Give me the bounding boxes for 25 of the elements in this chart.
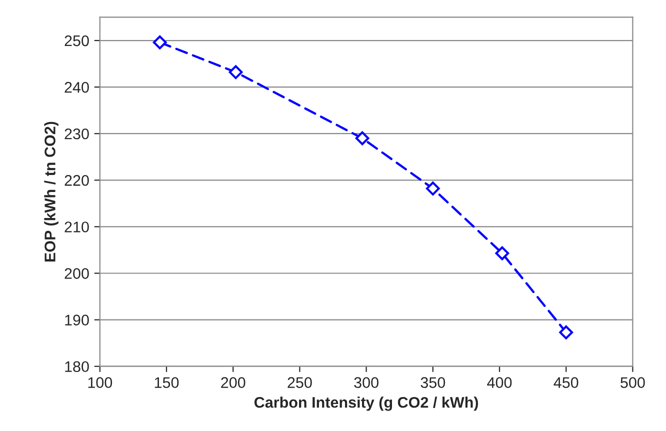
x-tick-label: 300 [354, 377, 378, 388]
y-tick-label: 230 [64, 128, 89, 140]
point [559, 325, 574, 340]
point [355, 131, 370, 146]
y-tick-label: 190 [65, 314, 89, 326]
y-tick-label: 200 [64, 268, 89, 279]
y-tick-label: 220 [64, 175, 89, 186]
x-axis-title: Carbon Intensity (g CO2 / kWh) [254, 396, 478, 411]
y-tick-label: 250 [64, 35, 89, 46]
x-tick-label: 400 [487, 377, 512, 388]
x-tick-label: 200 [221, 377, 246, 388]
x-tick-label: 100 [88, 377, 112, 388]
x-tick-label: 150 [154, 377, 179, 388]
x-tick-label: 350 [420, 377, 446, 388]
x-tick-label: 450 [554, 377, 578, 388]
point [495, 246, 510, 260]
y-axis-title: EOP (kWh / tn CO2) [44, 122, 58, 262]
x-tick-label: 250 [288, 377, 312, 388]
y-tick-label: 180 [65, 361, 89, 372]
point [228, 65, 243, 80]
x-tick-label: 500 [620, 377, 645, 388]
y-tick-label: 240 [64, 82, 89, 93]
y-tick-label: 210 [64, 222, 89, 232]
point [152, 35, 167, 50]
point [426, 182, 440, 196]
